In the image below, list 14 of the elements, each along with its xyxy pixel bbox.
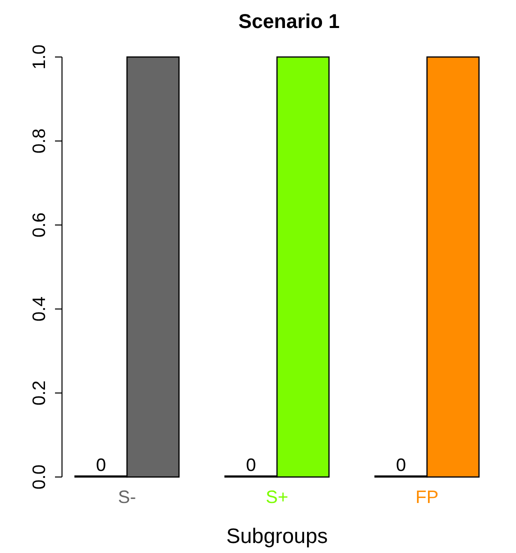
y-tick-label: 0.6 <box>29 212 49 238</box>
x-tick-label: S- <box>118 487 136 507</box>
chart-title: Scenario 1 <box>238 11 340 33</box>
y-tick-label: 0.4 <box>29 296 49 322</box>
data-label: 0 <box>246 455 256 475</box>
y-tick-label: 0.8 <box>29 128 49 154</box>
y-tick-label: 0.0 <box>29 464 49 490</box>
y-tick-label: 1.0 <box>29 44 49 70</box>
data-label: 0 <box>96 455 106 475</box>
x-tick-label: FP <box>415 487 439 507</box>
x-axis-title: Subgroups <box>226 525 328 548</box>
data-label: 0 <box>396 455 406 475</box>
y-tick-label: 0.2 <box>29 380 49 406</box>
x-tick-label: S+ <box>266 487 288 507</box>
